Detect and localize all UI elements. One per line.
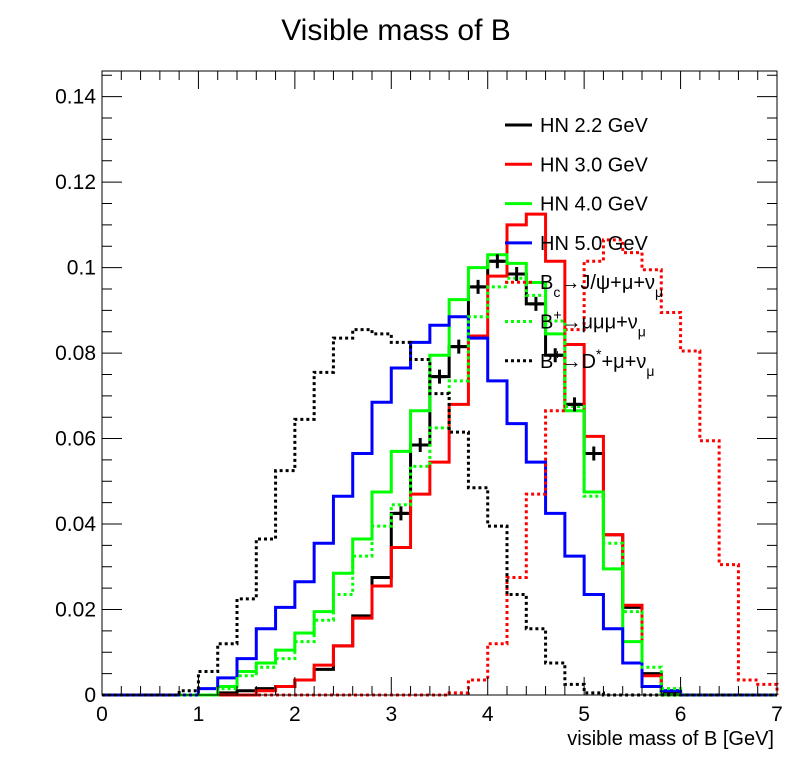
data-point-1: [413, 437, 428, 452]
y-tick-label-6: 0.12: [55, 171, 96, 194]
legend-label-2: HN 4.0 GeV: [540, 194, 648, 216]
series-3-line: [102, 315, 777, 697]
x-tick-label-6: 6: [675, 703, 687, 726]
legend-label-0: HN 2.2 GeV: [540, 115, 648, 137]
data-point-6: [509, 267, 524, 282]
tick-labels: 0 1 2 3 4 5 6 7 0 0.02 0.04 0.06 0.08 0.1 0.12 0.14: [55, 86, 783, 726]
data-point-2: [432, 369, 447, 384]
data-point-10: [586, 446, 601, 461]
series-2-line: [102, 253, 777, 697]
data-point-9: [567, 397, 582, 412]
series-5-line: [102, 276, 777, 697]
ticks-layer: [101, 71, 778, 696]
x-tick-label-0: 0: [96, 703, 108, 726]
x-tick-label-2: 2: [289, 703, 301, 726]
x-axis-label: visible mass of B [GeV]: [567, 728, 774, 750]
series-layer: [102, 212, 779, 697]
y-tick-label-2: 0.04: [55, 513, 96, 536]
y-tick-label-4: 0.08: [55, 342, 96, 365]
y-tick-label-7: 0.14: [55, 86, 96, 109]
data-point-7: [528, 296, 543, 311]
x-tick-label-4: 4: [482, 703, 494, 726]
data-point-8: [548, 348, 563, 363]
x-tick-label-5: 5: [578, 703, 590, 726]
data-point-3: [451, 339, 466, 354]
data-point-0: [393, 506, 408, 521]
x-tick-label-3: 3: [385, 703, 397, 726]
y-tick-label-3: 0.06: [55, 428, 96, 451]
y-tick-label-0: 0: [84, 684, 96, 707]
legend-label-6: B+→D*+μ+νμ: [540, 346, 654, 379]
data-point-5: [490, 254, 505, 269]
y-tick-label-5: 0.1: [67, 257, 96, 280]
axis-ticks: [101, 71, 778, 696]
chart-title: Visible mass of B: [281, 14, 511, 47]
y-tick-label-1: 0.02: [55, 599, 96, 622]
series-1-line: [102, 212, 777, 697]
legend-label-1: HN 3.0 GeV: [540, 154, 648, 176]
points-layer: [393, 254, 601, 521]
x-tick-label-7: 7: [771, 703, 783, 726]
legend-label-3: HN 5.0 GeV: [540, 233, 648, 255]
plot-frame: [101, 70, 778, 696]
series-6-line: [102, 328, 777, 697]
data-point-4: [471, 279, 486, 294]
legend: HN 2.2 GeV HN 3.0 GeV HN 4.0 GeV HN 5.0 GeV…: [505, 115, 663, 379]
legend-label-4: Bc→J/ψ+μ+νμ: [540, 272, 663, 300]
x-tick-label-1: 1: [193, 703, 205, 726]
series-4-line: [102, 238, 779, 697]
legend-label-5: B+→μμμ+νμ: [540, 307, 646, 340]
